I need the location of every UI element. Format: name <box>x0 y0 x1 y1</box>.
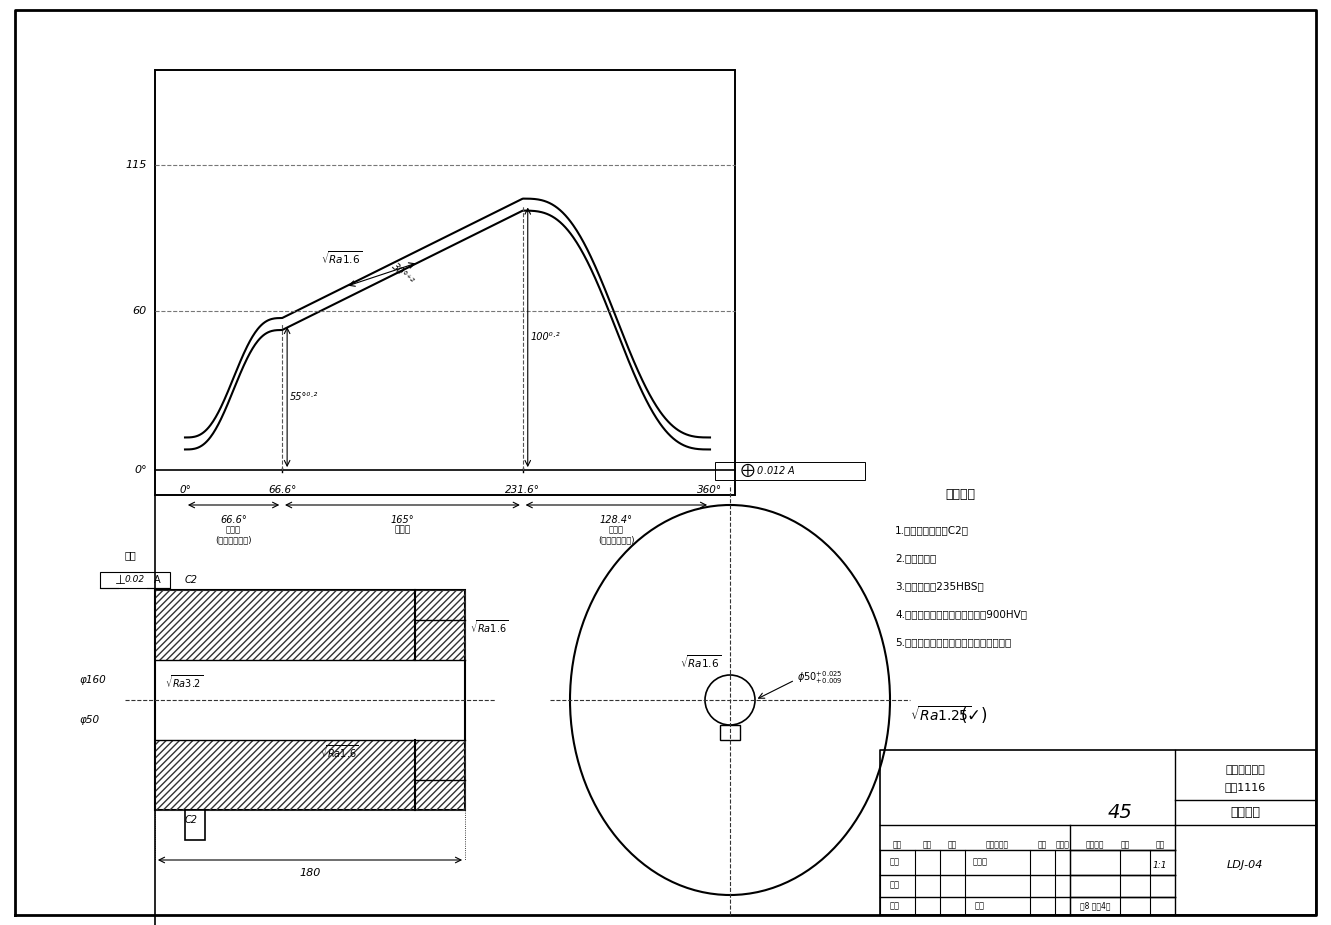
Bar <box>154 740 465 810</box>
Text: 阶段标记: 阶段标记 <box>1086 841 1105 849</box>
Text: 0.02: 0.02 <box>125 575 145 585</box>
Text: 标准化: 标准化 <box>973 857 988 867</box>
Text: 签名: 签名 <box>1038 841 1047 849</box>
Text: 年月日: 年月日 <box>1055 841 1069 849</box>
Text: 分区: 分区 <box>948 841 957 849</box>
Text: 231.6°: 231.6° <box>506 485 540 495</box>
Text: 共8 张第4张: 共8 张第4张 <box>1079 902 1110 910</box>
Text: 66.6°: 66.6° <box>268 485 297 495</box>
Text: 广东海洋大学: 广东海洋大学 <box>1225 765 1264 775</box>
Text: 快速段
(正弦递推曲线): 快速段 (正弦递推曲线) <box>216 525 252 545</box>
Text: $\sqrt{Ra1.25}$: $\sqrt{Ra1.25}$ <box>910 706 972 724</box>
Text: 4.凸轮槽面精磨后经氮化处理至900HV。: 4.凸轮槽面精磨后经氮化处理至900HV。 <box>894 609 1028 619</box>
Text: 技术要求: 技术要求 <box>945 488 976 501</box>
Text: $\sqrt{Ra1.6}$: $\sqrt{Ra1.6}$ <box>321 249 362 266</box>
Text: 128.4°: 128.4° <box>600 515 632 525</box>
Text: 5.凸轮槽面上不应有划痕，修毛零锐棱。: 5.凸轮槽面上不应有划痕，修毛零锐棱。 <box>894 637 1012 647</box>
Text: 2.毛坯锻造。: 2.毛坯锻造。 <box>894 553 936 563</box>
Text: C2: C2 <box>185 575 198 585</box>
Text: 3.调质处理，235HBS。: 3.调质处理，235HBS。 <box>894 581 984 591</box>
Text: 审核: 审核 <box>890 881 900 890</box>
Text: $\bigoplus$ 0.012 A: $\bigoplus$ 0.012 A <box>740 461 796 479</box>
Text: 1.未注明倒角均为C2。: 1.未注明倒角均为C2。 <box>894 525 969 535</box>
Text: $(\checkmark)$: $(\checkmark)$ <box>960 705 988 725</box>
Text: φ160: φ160 <box>80 675 106 685</box>
Text: 66.6°: 66.6° <box>220 515 248 525</box>
Text: 标记: 标记 <box>893 841 902 849</box>
Text: 45: 45 <box>1107 804 1133 822</box>
Text: ⊥: ⊥ <box>114 574 125 586</box>
Bar <box>720 725 740 740</box>
Text: $\sqrt{Ra1.6}$: $\sqrt{Ra1.6}$ <box>319 744 358 760</box>
Bar <box>185 810 205 840</box>
Text: 0°: 0° <box>134 465 146 475</box>
Text: A: A <box>153 575 160 585</box>
Text: $\sqrt{Ra3.2}$: $\sqrt{Ra3.2}$ <box>165 673 204 690</box>
Text: 0°: 0° <box>180 485 190 495</box>
Text: 圆柱凸轮: 圆柱凸轮 <box>1230 807 1260 820</box>
Text: 更改文件号: 更改文件号 <box>986 841 1009 849</box>
Bar <box>154 590 465 660</box>
Text: 处数: 处数 <box>922 841 932 849</box>
Bar <box>154 590 465 810</box>
Text: 180: 180 <box>299 868 321 878</box>
Text: 批准: 批准 <box>976 902 985 910</box>
Text: 机制1116: 机制1116 <box>1225 782 1266 792</box>
Text: 两处: 两处 <box>124 550 136 560</box>
Bar <box>100 572 170 588</box>
Text: 115: 115 <box>125 160 146 170</box>
Text: 30°⁺²: 30°⁺² <box>390 262 415 288</box>
Text: LDJ-04: LDJ-04 <box>1227 860 1263 870</box>
Text: $\sqrt{Ra1.6}$: $\sqrt{Ra1.6}$ <box>470 619 508 635</box>
Text: 60: 60 <box>133 306 146 315</box>
Text: 匀速段: 匀速段 <box>394 525 410 534</box>
Text: 55°⁰·²: 55°⁰·² <box>290 392 318 402</box>
Bar <box>715 462 865 480</box>
Text: $\phi$50$^{+0.025}_{+0.009}$: $\phi$50$^{+0.025}_{+0.009}$ <box>797 670 843 686</box>
Text: 设计: 设计 <box>890 857 900 867</box>
Text: 工艺: 工艺 <box>890 902 900 910</box>
Text: 165°: 165° <box>390 515 414 525</box>
Text: C2: C2 <box>185 815 198 825</box>
Text: φ50: φ50 <box>80 715 100 725</box>
Text: 360°: 360° <box>697 485 723 495</box>
Text: $\sqrt{Ra1.6}$: $\sqrt{Ra1.6}$ <box>680 653 721 670</box>
Text: 重量: 重量 <box>1121 841 1130 849</box>
Text: 1:1: 1:1 <box>1153 860 1167 869</box>
Text: 比例: 比例 <box>1155 841 1165 849</box>
Text: 快速段
(正弦递推曲线): 快速段 (正弦递推曲线) <box>598 525 635 545</box>
Text: 100⁰·²: 100⁰·² <box>531 332 560 342</box>
